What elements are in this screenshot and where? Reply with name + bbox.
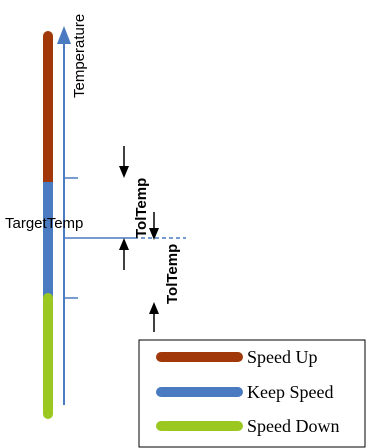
legend: Speed Up Keep Speed Speed Down bbox=[138, 339, 366, 448]
tol-lower-markers bbox=[149, 212, 159, 332]
target-label: TargetTemp bbox=[5, 215, 83, 232]
legend-item-speed-up: Speed Up bbox=[156, 347, 318, 367]
tol-upper-label: TolTemp bbox=[133, 178, 150, 238]
temperature-axis bbox=[57, 26, 186, 405]
axis-label: Temperature bbox=[71, 14, 88, 98]
arrow-up-1-icon bbox=[119, 238, 129, 250]
legend-item-speed-down: Speed Down bbox=[156, 416, 340, 436]
axis-arrow-icon bbox=[57, 26, 71, 44]
tol-upper-markers bbox=[119, 146, 129, 270]
arrow-down-1-icon bbox=[119, 166, 129, 178]
legend-label-keep-speed: Keep Speed bbox=[247, 382, 333, 402]
legend-label-speed-down: Speed Down bbox=[247, 416, 340, 436]
legend-item-keep-speed: Keep Speed bbox=[156, 382, 333, 402]
tol-lower-label: TolTemp bbox=[164, 244, 181, 304]
arrow-down-2-icon bbox=[149, 228, 159, 240]
arrow-up-2-icon bbox=[149, 302, 159, 314]
legend-label-speed-up: Speed Up bbox=[247, 347, 318, 367]
